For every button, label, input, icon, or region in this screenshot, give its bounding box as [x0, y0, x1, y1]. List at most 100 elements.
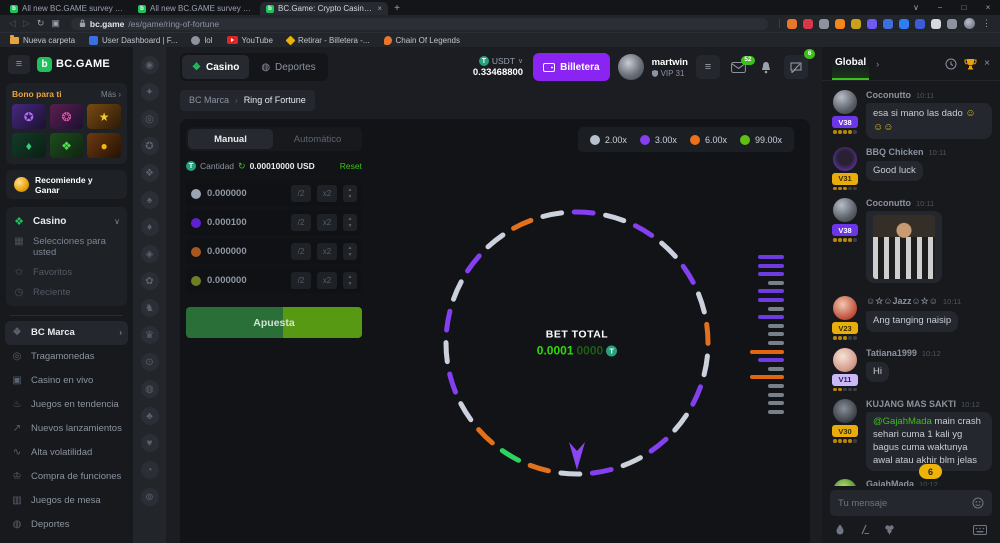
chat-username[interactable]: Coconutto	[866, 90, 911, 100]
bet-amount-value[interactable]: 0.000100	[207, 217, 247, 228]
bookmark-item[interactable]: Chain Of Legends	[383, 35, 460, 45]
user-menu-button[interactable]: ≡	[696, 55, 720, 79]
chat-avatar[interactable]	[833, 198, 857, 223]
chat-message-input[interactable]	[838, 497, 966, 509]
bonus-tile[interactable]: ✪	[12, 104, 46, 129]
amount-stepper[interactable]: ▲ ▼	[343, 214, 357, 231]
game-shortcut-icon[interactable]: ♥	[140, 434, 159, 452]
clover-icon[interactable]	[884, 524, 895, 535]
sidebar-item-compra-de-funciones[interactable]: ♔ Compra de funciones	[0, 465, 133, 489]
bonus-tile[interactable]: ♦	[12, 133, 46, 158]
unread-count-pill[interactable]: 6	[918, 464, 942, 479]
stepper-up-icon[interactable]: ▲	[347, 245, 353, 251]
close-button[interactable]: ×	[985, 3, 991, 12]
bookmark-item[interactable]: Retirar - Billetera -...	[285, 35, 370, 45]
bet-button[interactable]: Apuesta	[186, 307, 362, 338]
game-shortcut-icon[interactable]: ◉	[140, 56, 159, 74]
back-button[interactable]: ◁	[9, 18, 16, 28]
double-bet-button[interactable]: x2	[317, 185, 337, 202]
bet-amount-value[interactable]: 0.000000	[207, 275, 247, 286]
amount-stepper[interactable]: ▲ ▼	[343, 272, 357, 289]
currency-selector[interactable]: T USDT ∨ 0.33468800	[473, 56, 523, 78]
chat-message-list[interactable]: V38 Coconutto 10:11 esa si mano las dado ☺☺…	[822, 81, 1000, 486]
inbox-button[interactable]: 52	[728, 55, 755, 73]
minimize-button[interactable]: −	[937, 3, 943, 12]
nav-tab-deportes[interactable]: ◍ Deportes	[251, 55, 325, 79]
chat-username[interactable]: KUJANG MAS SAKTI	[866, 399, 957, 410]
reading-list-icon[interactable]: ▣	[51, 18, 60, 28]
wallet-button[interactable]: Billetera	[533, 53, 610, 81]
chat-username[interactable]: Coconutto	[866, 198, 911, 209]
stepper-up-icon[interactable]: ▲	[347, 187, 353, 193]
stepper-up-icon[interactable]: ▲	[347, 274, 353, 280]
bet-amount-value[interactable]: 0.000000	[207, 246, 247, 257]
chat-username[interactable]: ☺☆☺Jazz☺☆☺	[866, 296, 938, 307]
chat-channel-tab[interactable]: Global	[832, 47, 870, 80]
amount-stepper[interactable]: ▲ ▼	[343, 185, 357, 202]
address-bar[interactable]: bc.game /es/game/ring-of-fortune	[70, 17, 768, 30]
tab-search-icon[interactable]: ∨	[913, 3, 919, 12]
coin-extension-icon[interactable]	[851, 18, 861, 29]
translate-extension-icon[interactable]	[883, 18, 893, 29]
sidebar-item-reciente[interactable]: ◷ Reciente	[13, 283, 120, 303]
mention-link[interactable]: @GajahMada	[873, 416, 932, 428]
user-avatar[interactable]	[617, 54, 644, 80]
sidebar-item-deportes[interactable]: ◍ Deportes	[0, 513, 133, 537]
gif-keyboard-icon[interactable]	[973, 524, 987, 535]
bonus-tile[interactable]: ❖	[49, 133, 84, 158]
referral-banner[interactable]: Recomiende y Ganar	[6, 170, 127, 199]
game-shortcut-icon[interactable]: ✦	[140, 83, 159, 101]
bonus-tile[interactable]: ❂	[49, 104, 84, 129]
sidebar-item-selecciones-para-usted[interactable]: ▦ Selecciones para usted	[13, 232, 120, 263]
warning-extension-icon[interactable]	[803, 18, 813, 29]
sidebar-item-casino-en-vivo[interactable]: ▣ Casino en vivo	[0, 369, 133, 393]
forward-button[interactable]: ▷	[22, 18, 30, 28]
browser-tab[interactable]: b BC.Game: Crypto Casino Games & ×	[260, 2, 388, 15]
game-shortcut-icon[interactable]: ◔	[140, 461, 159, 479]
chat-username[interactable]: GajahMada	[866, 479, 915, 486]
trophy-icon[interactable]	[964, 58, 977, 70]
breadcrumb-parent[interactable]: BC Marca	[189, 95, 230, 105]
shield-extension-icon[interactable]	[787, 18, 797, 29]
bookmark-item[interactable]: Nueva carpeta	[10, 34, 75, 45]
stepper-down-icon[interactable]: ▼	[347, 251, 353, 258]
currency-switch-icon[interactable]: ↻	[238, 160, 246, 171]
chat-image[interactable]	[873, 215, 935, 280]
bookmark-item[interactable]: User Dashboard | F...	[89, 35, 177, 45]
maximize-button[interactable]: □	[961, 3, 967, 12]
game-shortcut-icon[interactable]: ⊚	[140, 488, 159, 506]
game-shortcut-icon[interactable]: ◈	[140, 245, 159, 263]
sidebar-item-juegos-de-mesa[interactable]: ▥ Juegos de mesa	[0, 489, 133, 513]
game-shortcut-icon[interactable]: ✪	[140, 137, 159, 155]
chat-username[interactable]: Tatiana1999	[866, 347, 917, 358]
sidebar-item-alta-volatilidad[interactable]: ∿ Alta volatilidad	[0, 441, 133, 465]
rain-tip-icon[interactable]	[835, 524, 845, 535]
game-shortcut-icon[interactable]: ◍	[140, 380, 159, 398]
chat-rules-icon[interactable]	[945, 58, 957, 70]
game-shortcut-icon[interactable]: ✿	[140, 272, 159, 290]
sidebar-item-favoritos[interactable]: ✩ Favoritos	[13, 263, 120, 283]
nav-tab-casino[interactable]: ❖ Casino	[182, 55, 250, 79]
browser-profile-icon[interactable]	[964, 18, 975, 29]
notifications-button[interactable]	[756, 61, 776, 74]
chat-avatar[interactable]	[833, 347, 857, 372]
half-bet-button[interactable]: /2	[291, 272, 311, 289]
chevron-right-icon[interactable]: ›	[876, 58, 880, 69]
game-shortcut-icon[interactable]: ♞	[140, 299, 159, 317]
chat-avatar[interactable]	[833, 479, 857, 486]
half-bet-button[interactable]: /2	[291, 185, 311, 202]
chat-close-icon[interactable]: ×	[984, 58, 990, 69]
bet-mode-tab-manual[interactable]: Manual	[188, 129, 273, 149]
chat-toggle-button[interactable]: 6	[784, 49, 815, 79]
sidebar-item-bc-marca[interactable]: ❖ BC Marca ›	[5, 320, 128, 345]
half-bet-button[interactable]: /2	[291, 243, 311, 260]
bcgame-logo[interactable]: b BC.GAME	[37, 56, 110, 72]
bet-amount-value[interactable]: 0.000000	[207, 188, 247, 199]
sidebar-item-casino[interactable]: ❖ Casino ∨	[14, 215, 120, 228]
gear-extension-icon[interactable]	[899, 18, 909, 29]
stepper-up-icon[interactable]: ▲	[347, 216, 353, 222]
split-screen-icon[interactable]	[947, 18, 957, 29]
double-bet-button[interactable]: x2	[317, 214, 337, 231]
stepper-down-icon[interactable]: ▼	[347, 280, 353, 287]
new-tab-button[interactable]: +	[394, 3, 400, 14]
